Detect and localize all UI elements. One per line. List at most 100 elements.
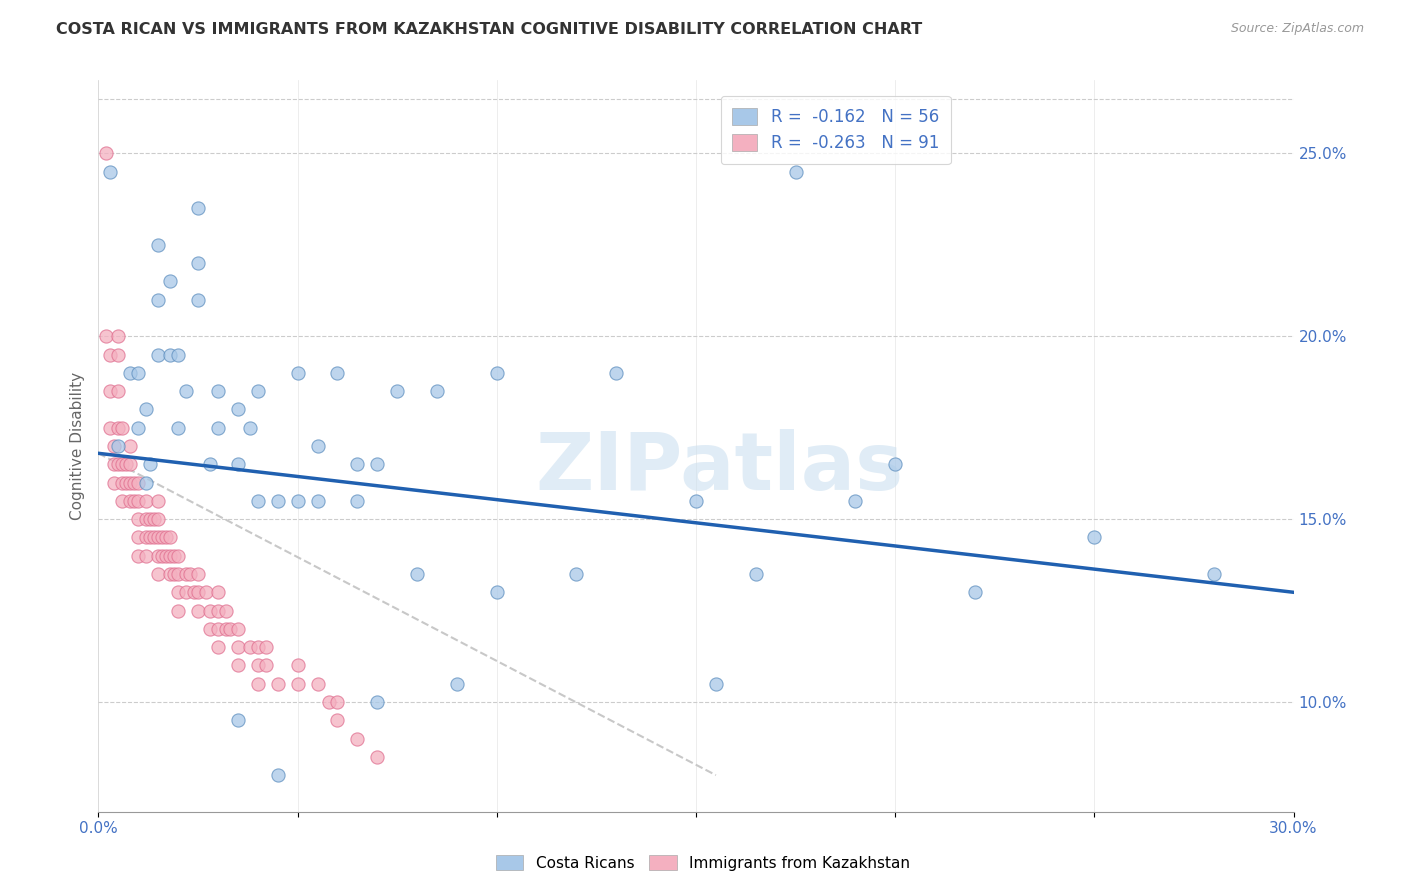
Point bbox=[167, 347, 190, 362]
Point bbox=[111, 494, 134, 508]
Y-axis label: Cognitive Disability: Cognitive Disability bbox=[69, 372, 84, 520]
Text: ZIPatlas: ZIPatlas bbox=[536, 429, 904, 507]
Point bbox=[704, 676, 727, 690]
Point bbox=[148, 512, 170, 526]
Point bbox=[148, 549, 170, 563]
Point bbox=[326, 366, 349, 380]
Point bbox=[120, 494, 142, 508]
Point bbox=[150, 530, 173, 544]
Point bbox=[159, 567, 181, 582]
Point bbox=[167, 421, 190, 435]
Point bbox=[127, 549, 149, 563]
Point bbox=[207, 421, 229, 435]
Point bbox=[120, 475, 142, 490]
Point bbox=[685, 494, 707, 508]
Point bbox=[127, 530, 149, 544]
Point bbox=[366, 695, 388, 709]
Point bbox=[207, 622, 229, 636]
Point bbox=[226, 457, 249, 471]
Point bbox=[307, 494, 329, 508]
Point bbox=[139, 512, 162, 526]
Point bbox=[267, 676, 290, 690]
Point bbox=[207, 640, 229, 655]
Point bbox=[96, 146, 118, 161]
Point bbox=[127, 494, 149, 508]
Point bbox=[135, 494, 157, 508]
Point bbox=[139, 457, 162, 471]
Point bbox=[163, 567, 186, 582]
Point bbox=[198, 622, 221, 636]
Point bbox=[111, 475, 134, 490]
Point bbox=[167, 603, 190, 617]
Point bbox=[174, 567, 197, 582]
Point bbox=[159, 275, 181, 289]
Point bbox=[174, 585, 197, 599]
Point bbox=[127, 421, 149, 435]
Point bbox=[135, 512, 157, 526]
Point bbox=[139, 530, 162, 544]
Point bbox=[107, 421, 129, 435]
Point bbox=[187, 585, 209, 599]
Point bbox=[107, 329, 129, 343]
Point bbox=[143, 512, 166, 526]
Point bbox=[135, 402, 157, 417]
Point bbox=[120, 439, 142, 453]
Point bbox=[143, 530, 166, 544]
Point bbox=[187, 603, 209, 617]
Point bbox=[183, 585, 205, 599]
Point bbox=[179, 567, 201, 582]
Point bbox=[226, 640, 249, 655]
Point bbox=[195, 585, 218, 599]
Point bbox=[115, 457, 138, 471]
Text: COSTA RICAN VS IMMIGRANTS FROM KAZAKHSTAN COGNITIVE DISABILITY CORRELATION CHART: COSTA RICAN VS IMMIGRANTS FROM KAZAKHSTA… bbox=[56, 22, 922, 37]
Point bbox=[96, 329, 118, 343]
Point bbox=[167, 567, 190, 582]
Point bbox=[120, 457, 142, 471]
Point bbox=[98, 347, 122, 362]
Point bbox=[785, 164, 807, 178]
Point bbox=[246, 658, 269, 673]
Point bbox=[254, 658, 277, 673]
Point bbox=[485, 366, 508, 380]
Point bbox=[159, 549, 181, 563]
Point bbox=[167, 585, 190, 599]
Point bbox=[148, 567, 170, 582]
Point bbox=[326, 695, 349, 709]
Point bbox=[307, 676, 329, 690]
Point bbox=[120, 366, 142, 380]
Point bbox=[103, 457, 125, 471]
Point bbox=[187, 567, 209, 582]
Point bbox=[207, 585, 229, 599]
Point bbox=[159, 347, 181, 362]
Point bbox=[267, 768, 290, 782]
Point bbox=[1202, 567, 1225, 582]
Point bbox=[115, 475, 138, 490]
Point bbox=[385, 384, 409, 399]
Point bbox=[366, 749, 388, 764]
Point bbox=[163, 549, 186, 563]
Point bbox=[159, 530, 181, 544]
Point bbox=[287, 494, 309, 508]
Point bbox=[346, 731, 368, 746]
Point bbox=[246, 640, 269, 655]
Point bbox=[198, 457, 221, 471]
Point bbox=[219, 622, 242, 636]
Point bbox=[267, 494, 290, 508]
Point bbox=[215, 622, 238, 636]
Point bbox=[254, 640, 277, 655]
Point bbox=[187, 293, 209, 307]
Point bbox=[98, 421, 122, 435]
Point bbox=[107, 384, 129, 399]
Point bbox=[426, 384, 449, 399]
Point bbox=[124, 494, 146, 508]
Point bbox=[406, 567, 429, 582]
Point bbox=[226, 622, 249, 636]
Point bbox=[745, 567, 768, 582]
Point bbox=[366, 457, 388, 471]
Point bbox=[155, 549, 177, 563]
Point bbox=[135, 549, 157, 563]
Point bbox=[107, 439, 129, 453]
Point bbox=[127, 475, 149, 490]
Point bbox=[226, 402, 249, 417]
Point bbox=[155, 530, 177, 544]
